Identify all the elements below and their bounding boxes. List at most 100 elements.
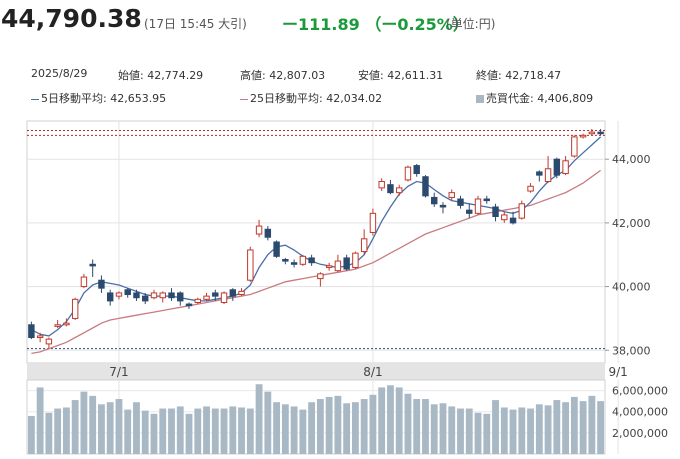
volume-bars — [27, 384, 605, 454]
candle-down — [553, 158, 561, 176]
ohlc-open: 始値: 42,774.29 — [118, 69, 204, 82]
candle-up — [352, 252, 359, 268]
candle-down — [273, 241, 280, 257]
volume-bar — [369, 394, 377, 454]
volume-tick-label: 4,000,000 — [612, 406, 668, 419]
candle-down — [439, 204, 447, 208]
volume-bar — [299, 409, 307, 454]
volume-bar — [325, 396, 333, 454]
x-tick-label: 8/1 — [363, 365, 382, 379]
volume-bar — [483, 413, 491, 454]
candle-up — [579, 134, 587, 138]
volume-bar — [220, 408, 228, 454]
volume-label: 売買代金: 4,406,809 — [486, 92, 594, 105]
quote-time: (17日 15:45 大引) — [144, 17, 247, 31]
volume-bar — [351, 402, 359, 454]
candle-down — [142, 295, 149, 302]
ma25-swatch — [240, 98, 248, 100]
candle-down — [290, 262, 298, 265]
candle-up — [527, 185, 534, 192]
candle-down — [89, 263, 96, 267]
candle-up — [247, 249, 254, 281]
volume-bar — [150, 413, 158, 454]
ohlc-date: 2025/8/29 — [31, 67, 88, 80]
volume-bar — [509, 409, 517, 454]
ma5-swatch — [31, 98, 39, 100]
volume-bar — [535, 404, 543, 454]
volume-bar — [430, 404, 438, 454]
ohlc-close: 終値: 42,718.47 — [476, 69, 562, 82]
candle-up — [369, 212, 377, 233]
candle-down — [413, 165, 420, 175]
candle-down — [492, 206, 499, 218]
candle-up — [518, 203, 526, 219]
volume-bar — [474, 412, 482, 454]
volume-bar — [133, 402, 140, 454]
ma25-line — [31, 169, 601, 355]
volume-bar — [185, 413, 193, 454]
candle-down — [422, 176, 429, 197]
volume-bar — [115, 399, 123, 454]
candle-up — [299, 255, 307, 265]
y-tick-label: 42,000 — [612, 217, 651, 230]
volume-bar — [518, 407, 526, 454]
candle-down — [133, 292, 140, 299]
date-band — [27, 363, 605, 380]
candle-up — [317, 273, 324, 280]
x-tick-label: 7/1 — [109, 365, 128, 379]
candle-up — [395, 187, 403, 194]
candle-down — [106, 292, 114, 302]
candle-up — [571, 136, 578, 157]
current-price: 44,790.38 — [1, 4, 142, 33]
ohlc-info: 2025/8/29 始値: 42,774.29 高値: 42,807.03 安値… — [0, 64, 680, 106]
candle-down — [264, 228, 272, 238]
volume-tick-label: 6,000,000 — [612, 385, 668, 398]
volume-bar — [465, 408, 473, 454]
candle-up — [194, 298, 201, 304]
grid-lines — [27, 121, 619, 454]
volume-bar — [544, 405, 552, 454]
candle-down — [466, 209, 473, 214]
volume-bar — [176, 406, 184, 454]
candle-down — [431, 196, 438, 205]
candle-up — [588, 131, 596, 135]
candle-up — [36, 335, 44, 339]
volume-bar — [45, 412, 53, 454]
legend-ma25: 25日移動平均: 42,034.02 — [240, 90, 382, 106]
volume-bar — [492, 400, 499, 454]
candle-up — [448, 192, 455, 198]
candle-down — [124, 289, 131, 296]
candlesticks — [28, 128, 604, 349]
candle-up — [203, 295, 210, 300]
volume-bar — [553, 400, 561, 454]
volume-swatch — [476, 95, 484, 103]
ohlc-high: 高値: 42,807.03 — [240, 69, 326, 82]
candle-up — [45, 338, 53, 345]
volume-bar — [404, 393, 412, 454]
candle-up — [562, 160, 569, 175]
moving-averages — [31, 136, 602, 355]
x-tick-label: 9/1 — [608, 365, 627, 379]
volume-bar — [387, 385, 394, 454]
candle-up — [80, 276, 88, 288]
candle-up — [325, 265, 333, 268]
candle-up — [54, 324, 61, 327]
candle-up — [334, 260, 342, 272]
volume-bar — [395, 387, 403, 454]
volume-bar — [211, 408, 219, 454]
y-tick-label: 44,000 — [612, 153, 651, 166]
candle-down — [536, 171, 543, 176]
candle-down — [168, 292, 175, 299]
volume-bar — [54, 408, 62, 454]
candle-up — [63, 322, 70, 326]
candle-down — [509, 217, 517, 224]
ma25-label: 25日移動平均: 42,034.02 — [250, 92, 383, 105]
volume-bar — [159, 408, 167, 454]
candle-up — [238, 290, 245, 296]
volume-bar — [62, 407, 70, 454]
volume-bar — [343, 403, 351, 454]
volume-bar — [203, 406, 210, 454]
volume-bar — [124, 409, 132, 454]
volume-bar — [448, 406, 456, 454]
volume-bar — [413, 399, 421, 454]
